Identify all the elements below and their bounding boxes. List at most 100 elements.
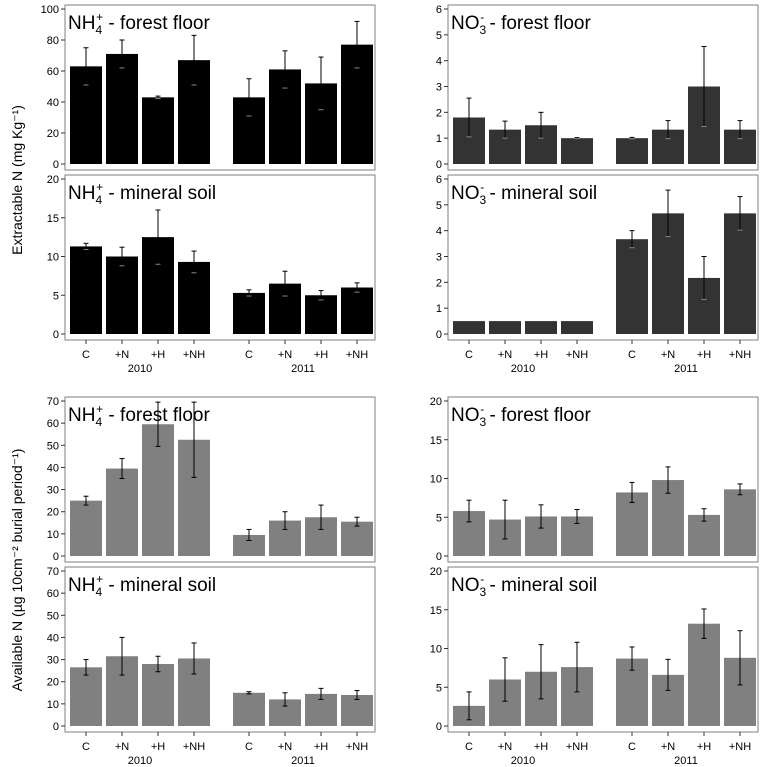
- y-tick-label: 0: [436, 551, 442, 563]
- y-tick-label: 10: [47, 699, 59, 711]
- y-tick-label: 6: [436, 4, 442, 16]
- y-tick-label: 0: [53, 159, 59, 171]
- y-tick-label: 10: [47, 529, 59, 541]
- chart-panel: 0 1 2 3 4 5 6 NO3- - forest floor: [436, 4, 759, 171]
- y-tick-label: 10: [430, 474, 442, 486]
- y-tick-label: 40: [47, 462, 59, 474]
- year-label: 2011: [674, 755, 698, 767]
- bar: [561, 138, 593, 164]
- bar: [233, 292, 265, 334]
- x-tick-label: C: [465, 741, 473, 753]
- bar: [178, 261, 210, 334]
- x-tick-label: +H: [151, 741, 165, 753]
- bar: [233, 692, 265, 726]
- bar: [341, 695, 373, 726]
- y-tick-label: 3: [436, 252, 442, 264]
- y-tick-label: 2: [436, 107, 442, 119]
- x-tick-label: +H: [534, 349, 548, 361]
- x-tick-label: +NH: [346, 741, 368, 753]
- bar: [724, 489, 756, 556]
- panel-title: NH4+ - mineral soil: [68, 572, 216, 599]
- chart-panel: 0 5 10 15 20 C +N +H +NH 2010 C +N +H +NH 2011 NO3- - m…: [430, 566, 759, 767]
- x-tick-label: +H: [314, 741, 328, 753]
- bar: [341, 287, 373, 334]
- bar: [305, 295, 337, 334]
- year-label: 2010: [511, 755, 535, 767]
- bar: [688, 514, 720, 556]
- x-tick-label: +N: [115, 349, 129, 361]
- x-tick-label: C: [628, 741, 636, 753]
- y-tick-label: 20: [430, 566, 442, 578]
- bar: [453, 321, 485, 334]
- year-label: 2011: [291, 363, 315, 375]
- y-tick-label: 1: [436, 133, 442, 145]
- x-tick-label: +N: [661, 349, 675, 361]
- y-tick-label: 15: [430, 435, 442, 447]
- x-tick-label: C: [245, 349, 253, 361]
- bar: [106, 468, 138, 556]
- y-tick-label: 70: [47, 396, 59, 408]
- y-tick-label: 0: [436, 329, 442, 341]
- chart-panel: 0 10 20 30 40 50 60 70 C +N +H +NH 2010 C +N +H +NH 2011 N…: [47, 566, 376, 767]
- bar: [616, 492, 648, 556]
- bar: [561, 321, 593, 334]
- panel-title: NH4+ - forest floor: [68, 402, 210, 429]
- bar: [616, 239, 648, 334]
- y-tick-label: 5: [436, 682, 442, 694]
- bar: [688, 623, 720, 726]
- y-tick-label: 20: [47, 507, 59, 519]
- y-tick-label: 10: [430, 644, 442, 656]
- bar: [70, 667, 102, 726]
- panel-title: NO3- - mineral soil: [451, 180, 597, 207]
- ylabel-bottom: Available N (µg 10cm⁻² burial period⁻¹): [9, 449, 25, 692]
- year-label: 2010: [128, 363, 152, 375]
- panel-title: NO3- - forest floor: [451, 402, 592, 429]
- x-tick-label: C: [628, 349, 636, 361]
- y-tick-label: 10: [47, 252, 59, 264]
- ylabel-top: Extractable N (mg Kg⁻¹): [9, 105, 25, 255]
- y-tick-label: 100: [41, 4, 59, 16]
- panel-title: NO3- - forest floor: [451, 10, 592, 37]
- year-label: 2010: [511, 363, 535, 375]
- y-tick-label: 5: [436, 512, 442, 524]
- y-tick-label: 60: [47, 418, 59, 430]
- x-tick-label: +H: [697, 349, 711, 361]
- y-tick-label: 50: [47, 610, 59, 622]
- y-tick-label: 2: [436, 277, 442, 289]
- bar: [724, 213, 756, 334]
- x-tick-label: +N: [115, 741, 129, 753]
- y-tick-label: 4: [436, 56, 442, 68]
- bar: [142, 97, 174, 164]
- bar: [489, 321, 521, 334]
- x-tick-label: +NH: [183, 741, 205, 753]
- chart-panel: 0 5 10 15 20 NO3- - forest floor: [430, 396, 759, 563]
- bar: [616, 138, 648, 164]
- x-tick-label: +H: [314, 349, 328, 361]
- y-tick-label: 0: [53, 721, 59, 733]
- year-label: 2010: [128, 755, 152, 767]
- y-tick-label: 4: [436, 226, 442, 238]
- panel-title: NO3- - mineral soil: [451, 572, 597, 599]
- y-tick-label: 30: [47, 655, 59, 667]
- y-tick-label: 3: [436, 82, 442, 94]
- y-tick-label: 20: [47, 677, 59, 689]
- bar: [106, 53, 138, 165]
- y-tick-label: 30: [47, 485, 59, 497]
- x-tick-label: C: [82, 741, 90, 753]
- y-tick-label: 40: [47, 97, 59, 109]
- x-tick-label: +N: [278, 741, 292, 753]
- y-tick-label: 0: [436, 721, 442, 733]
- y-tick-label: 20: [47, 128, 59, 140]
- chart-panel: 0 1 2 3 4 5 6 C +N +H +NH 2010 C +N +H +NH 2011 NO3- - mi…: [436, 174, 759, 375]
- x-tick-label: +N: [498, 741, 512, 753]
- x-tick-label: +N: [661, 741, 675, 753]
- bar: [70, 500, 102, 556]
- x-tick-label: C: [82, 349, 90, 361]
- chart-panel: 0 5 10 15 20 C +N +H +NH 2010 C +N +H +NH 2011 NH4+ - m…: [47, 174, 376, 375]
- bar: [106, 256, 138, 334]
- y-tick-label: 5: [436, 30, 442, 42]
- y-tick-label: 5: [436, 200, 442, 212]
- y-tick-label: 80: [47, 35, 59, 47]
- x-tick-label: +N: [278, 349, 292, 361]
